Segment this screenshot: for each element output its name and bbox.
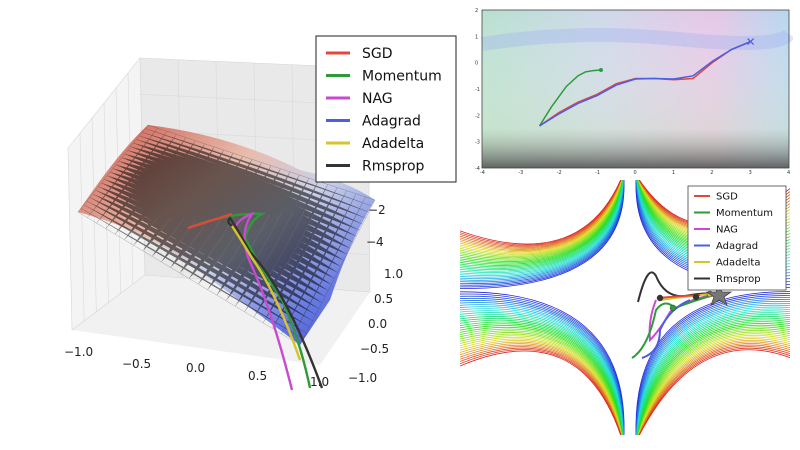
x-tick-label: 1	[672, 170, 675, 176]
x-tick-label: 0.0	[186, 361, 205, 375]
y-tick-label: 0	[475, 61, 478, 67]
trajectory-point	[692, 293, 700, 301]
legend-3d: SGD Momentum NAG Adagrad Adadelta Rmsprop	[315, 35, 457, 183]
contour-trajectory-rmsprop	[637, 271, 723, 303]
x-tick-label: 4	[787, 170, 790, 176]
end-point	[598, 68, 603, 73]
y-tick-label: -2	[475, 113, 480, 119]
x-tick-label: 2	[710, 170, 713, 176]
legend-label: SGD	[362, 46, 393, 62]
trajectory-adadelta	[231, 225, 302, 361]
trajectory-point	[656, 294, 664, 302]
y-tick-label: -3	[475, 140, 480, 146]
trajectory-point	[669, 304, 677, 312]
y-tick-label: 2	[475, 8, 478, 14]
contour-chart: SGD Momentum NAG Adagrad Adadelta Rmsprop	[460, 180, 790, 435]
legend-label: Adadelta	[362, 136, 424, 152]
y-tick-label: -1	[475, 87, 480, 93]
y-tick-label: 1	[475, 34, 478, 40]
legend-label: Adagrad	[362, 114, 421, 130]
x-tick-label: -4	[480, 170, 485, 176]
x-tick-label: -1	[595, 170, 600, 176]
surface-mesh	[77, 124, 376, 346]
legend-label: SGD	[716, 192, 738, 203]
y-tick-label: 1.0	[384, 267, 403, 281]
y-tick-label: −1.0	[348, 371, 377, 385]
y-tick-label: 0.0	[368, 317, 387, 331]
z-tick-label: −2	[368, 203, 386, 217]
x-tick-label: -2	[557, 170, 562, 176]
legend-label: Adagrad	[716, 241, 758, 252]
x-tick-label: 0.5	[248, 369, 267, 383]
contour-trajectory-adagrad	[641, 299, 691, 359]
legend-label: Momentum	[362, 69, 442, 85]
legend-label: Rmsprop	[362, 159, 425, 175]
trajectory-sgd	[187, 212, 233, 230]
y-tick-label: 0.5	[374, 292, 393, 306]
legend-label: Momentum	[716, 208, 773, 219]
trajectory-2d-chart: -4 -3 -2 -1 0 1 2 3 4 2 1 0 -1 -2 -3 -4	[475, 8, 793, 176]
x-tick-label: −0.5	[122, 357, 151, 371]
trajectory-line	[538, 69, 602, 127]
x-tick-label: 1.0	[310, 375, 329, 389]
contour-trajectory-momentum	[631, 293, 719, 359]
z-tick-label: −4	[366, 235, 384, 249]
trajectory-line	[539, 40, 751, 127]
legend-label: Adadelta	[716, 258, 760, 269]
legend-label: NAG	[362, 91, 393, 107]
x-tick-label: 0	[634, 170, 637, 176]
x-tick-label: -3	[518, 170, 523, 176]
y-tick-label: -4	[475, 166, 480, 172]
legend-label: NAG	[716, 225, 738, 236]
x-tick-label: −1.0	[64, 345, 93, 359]
legend-label: Rmsprop	[716, 274, 761, 285]
optimum-star-icon	[705, 282, 733, 306]
x-tick-label: 3	[749, 170, 752, 176]
y-tick-label: −0.5	[360, 342, 389, 356]
legend-contour: SGD Momentum NAG Adagrad Adadelta Rmsprop	[687, 185, 787, 291]
end-marker	[747, 38, 755, 46]
surface-3d-chart: −1.0−0.50.00.51.01.00.50.0−0.5−1.00−2−4 …	[64, 35, 457, 391]
trajectory-rmsprop	[227, 216, 324, 389]
